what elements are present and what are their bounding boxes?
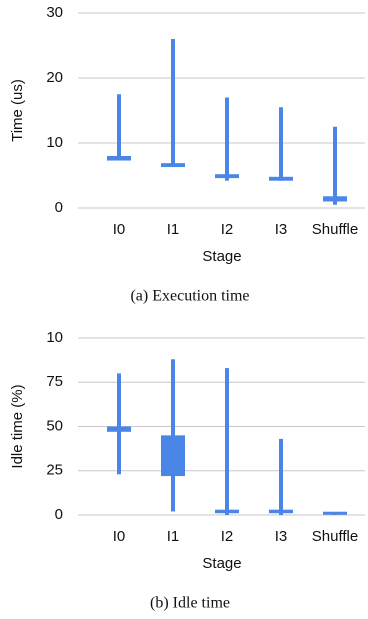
x-tick-label: I1 bbox=[167, 528, 180, 545]
box bbox=[215, 174, 239, 179]
y-tick-label: 30 bbox=[46, 4, 63, 21]
x-tick-label: Shuffle bbox=[312, 528, 358, 545]
y-tick-label: 0 bbox=[55, 199, 63, 216]
y-tick-label: 25 bbox=[46, 462, 63, 479]
box bbox=[161, 163, 185, 168]
y-tick-label: 20 bbox=[46, 69, 63, 86]
x-tick-label: I0 bbox=[113, 221, 126, 238]
y-axis-label: Time (us) bbox=[9, 79, 26, 142]
x-tick-label: I3 bbox=[275, 221, 288, 238]
y-tick-label: 10 bbox=[46, 329, 63, 346]
box bbox=[269, 176, 293, 181]
y-tick-label: 50 bbox=[46, 417, 63, 434]
y-tick-label: 0 bbox=[55, 506, 63, 523]
box bbox=[323, 196, 347, 202]
whisker bbox=[279, 438, 283, 515]
x-tick-label: I2 bbox=[221, 221, 234, 238]
whisker bbox=[171, 359, 175, 512]
y-axis-label: Idle time (%) bbox=[9, 384, 26, 468]
x-tick-label: I0 bbox=[113, 528, 126, 545]
whisker bbox=[171, 39, 175, 168]
x-tick-label: I3 bbox=[275, 528, 288, 545]
x-axis-label: Stage bbox=[202, 555, 241, 572]
box bbox=[215, 509, 239, 514]
whisker bbox=[117, 94, 121, 160]
x-tick-label: I2 bbox=[221, 528, 234, 545]
box bbox=[107, 156, 131, 161]
box bbox=[323, 511, 347, 515]
caption: (a) Execution time bbox=[130, 288, 249, 305]
y-tick-label: 75 bbox=[46, 373, 63, 390]
whisker bbox=[225, 97, 229, 181]
caption: (b) Idle time bbox=[150, 595, 230, 612]
box bbox=[107, 426, 131, 432]
y-tick-label: 10 bbox=[46, 134, 63, 151]
x-tick-label: I1 bbox=[167, 221, 180, 238]
x-axis-label: Stage bbox=[202, 248, 241, 265]
whisker bbox=[225, 368, 229, 515]
box bbox=[161, 435, 185, 477]
whisker bbox=[333, 126, 337, 205]
whisker bbox=[279, 107, 283, 181]
whisker bbox=[117, 373, 121, 475]
x-tick-label: Shuffle bbox=[312, 221, 358, 238]
box bbox=[269, 509, 293, 514]
